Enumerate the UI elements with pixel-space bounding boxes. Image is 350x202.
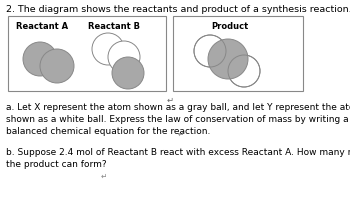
Text: 2. The diagram shows the reactants and product of a synthesis reaction.: 2. The diagram shows the reactants and p…: [6, 5, 350, 14]
Circle shape: [228, 56, 260, 87]
Text: ↵: ↵: [178, 129, 184, 138]
Text: Reactant A: Reactant A: [16, 22, 68, 31]
Text: Reactant B: Reactant B: [88, 22, 140, 31]
Text: a. Let X represent the atom shown as a gray ball, and let Y represent the atom
s: a. Let X represent the atom shown as a g…: [6, 102, 350, 136]
Circle shape: [112, 58, 144, 89]
Circle shape: [108, 42, 140, 74]
Text: b. Suppose 2.4 mol of Reactant B react with excess Reactant A. How many moles of: b. Suppose 2.4 mol of Reactant B react w…: [6, 147, 350, 168]
Bar: [8, 17, 166, 92]
Circle shape: [208, 40, 248, 80]
Bar: [173, 17, 303, 92]
Text: Product: Product: [211, 22, 248, 31]
Text: ↵: ↵: [101, 171, 107, 180]
Circle shape: [194, 36, 226, 68]
Circle shape: [92, 34, 124, 66]
Text: ↵: ↵: [167, 96, 174, 104]
Circle shape: [23, 43, 57, 77]
Circle shape: [40, 50, 74, 84]
